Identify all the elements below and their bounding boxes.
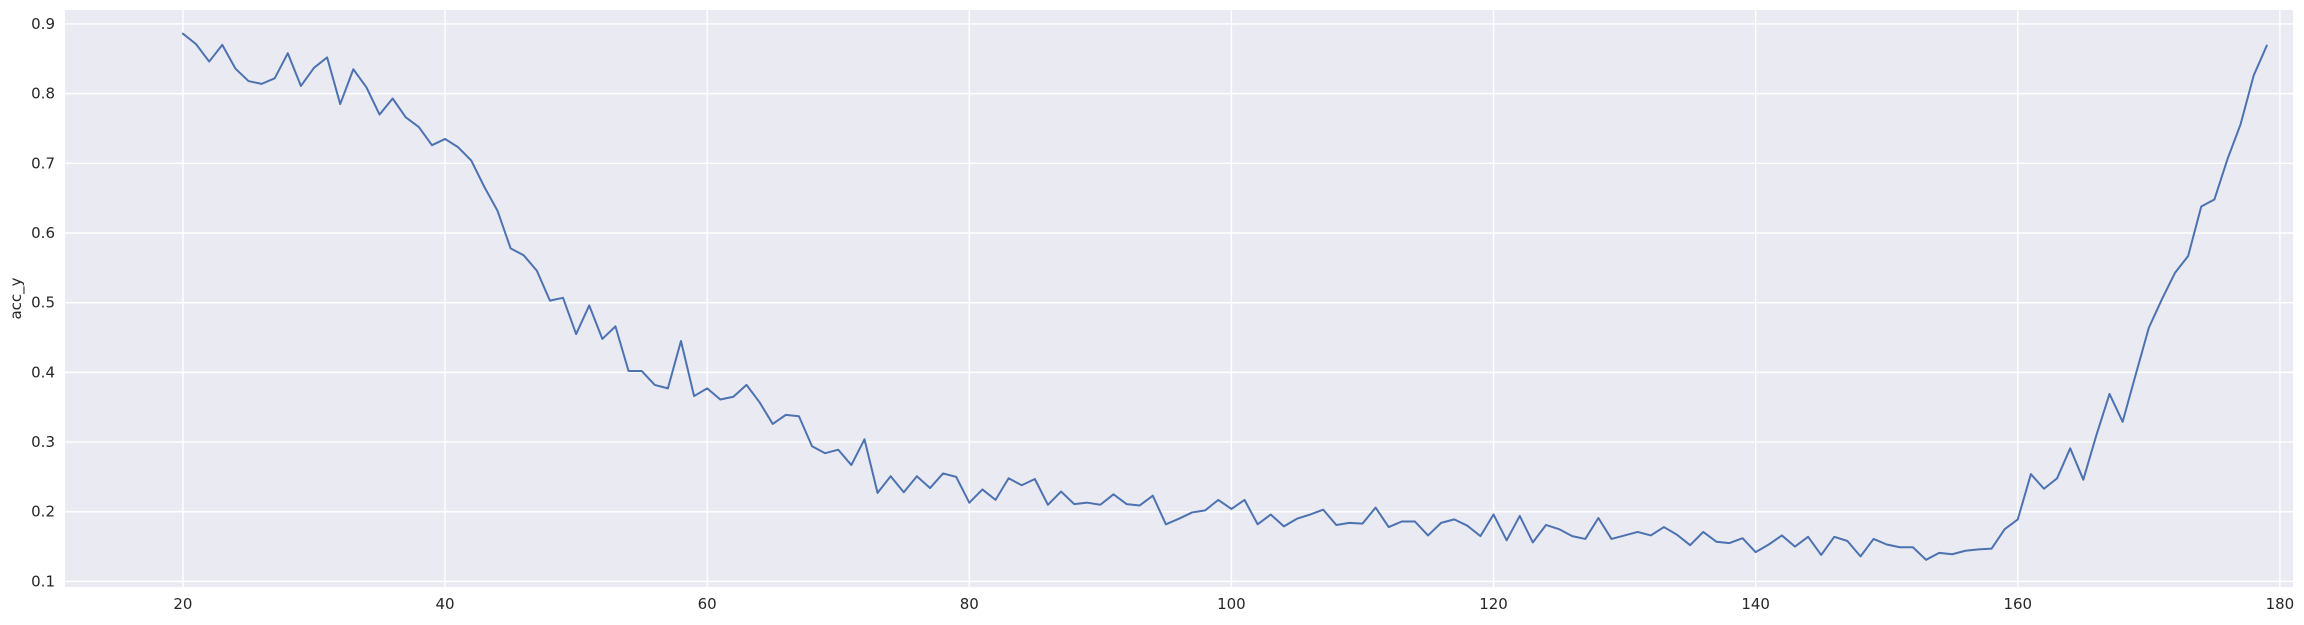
x-tick-label: 160	[2003, 595, 2032, 613]
x-tick-label: 40	[436, 595, 455, 613]
y-tick-label: 0.7	[31, 154, 55, 172]
y-axis-ticks: 0.1 0.2 0.3 0.4 0.5 0.6 0.7 0.8 0.9	[31, 15, 55, 590]
y-tick-label: 0.8	[31, 85, 55, 103]
x-tick-label: 180	[2266, 595, 2295, 613]
y-tick-label: 0.1	[31, 572, 55, 590]
y-tick-label: 0.2	[31, 503, 55, 521]
series-line-0	[181, 32, 2268, 561]
y-tick-label: 0.6	[31, 224, 55, 242]
y-tick-label: 0.9	[31, 15, 55, 33]
grid-lines	[65, 10, 2293, 587]
x-axis-ticks: 20 40 60 80 100 120 140 160 180	[173, 595, 2294, 613]
y-tick-label: 0.3	[31, 433, 55, 451]
y-tick-label: 0.4	[31, 363, 55, 381]
x-tick-label: 100	[1217, 595, 1246, 613]
x-tick-label: 120	[1479, 595, 1508, 613]
x-tick-label: 80	[960, 595, 979, 613]
series-layer	[181, 32, 2268, 561]
x-tick-label: 140	[1741, 595, 1770, 613]
plot-background	[65, 10, 2293, 587]
y-tick-label: 0.5	[31, 294, 55, 312]
y-axis-label: acc_y	[7, 277, 26, 319]
x-tick-label: 60	[698, 595, 717, 613]
x-tick-label: 20	[173, 595, 192, 613]
